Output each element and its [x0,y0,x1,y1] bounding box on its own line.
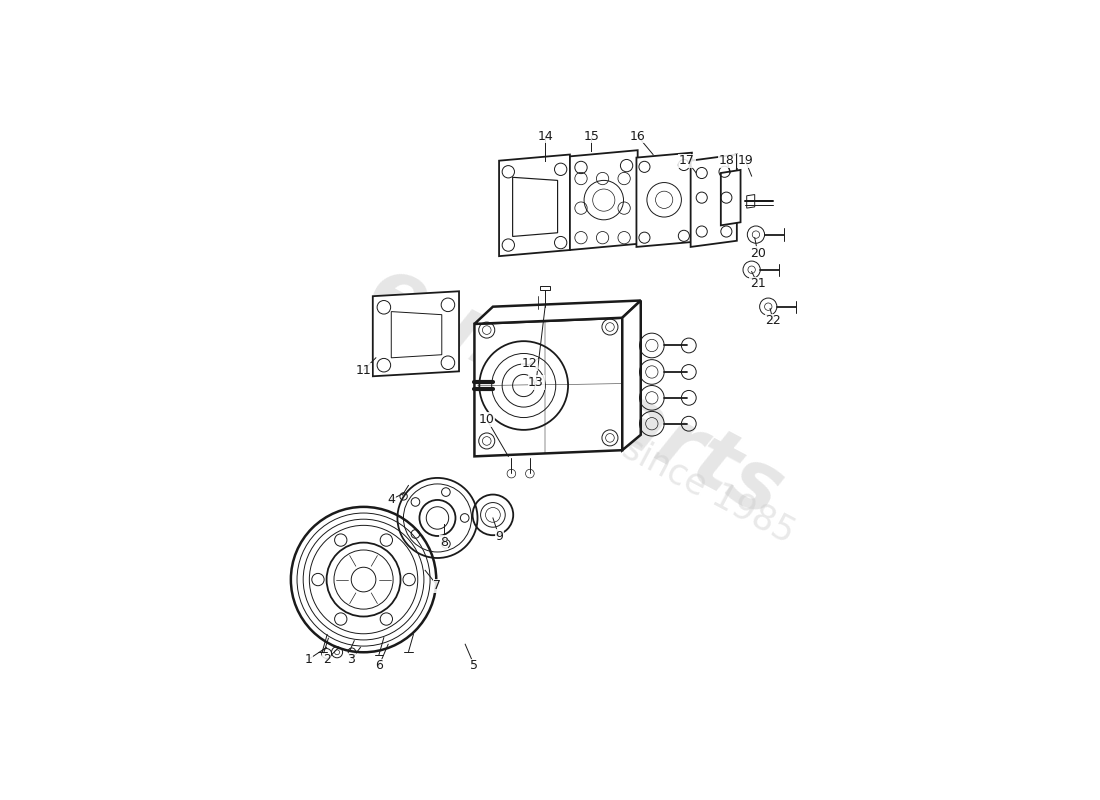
Text: 22: 22 [766,314,781,327]
Text: 4: 4 [387,493,395,506]
Polygon shape [499,154,570,256]
Polygon shape [637,153,692,247]
Text: 11: 11 [355,364,372,377]
Text: 1: 1 [305,653,312,666]
Text: 3: 3 [348,653,355,666]
Polygon shape [373,291,459,376]
Text: 12: 12 [522,358,538,370]
Polygon shape [691,154,737,247]
Text: 20: 20 [750,246,766,259]
Text: 9: 9 [495,530,503,543]
Polygon shape [474,318,623,456]
Polygon shape [720,170,740,226]
Text: 5: 5 [471,659,478,672]
Text: 21: 21 [750,278,766,290]
Text: 7: 7 [433,579,441,592]
Text: 2: 2 [322,653,330,666]
Text: 10: 10 [478,413,495,426]
Text: 19: 19 [738,154,754,167]
Polygon shape [570,150,638,250]
Polygon shape [623,301,640,450]
Polygon shape [474,301,640,324]
Text: 18: 18 [719,154,735,167]
Text: 8: 8 [440,536,448,549]
Text: for parts since 1985: for parts since 1985 [475,356,800,550]
Text: 6: 6 [375,659,383,672]
Text: 14: 14 [538,130,553,142]
Text: euroParts: euroParts [355,249,796,534]
Text: 15: 15 [583,130,600,142]
Text: 13: 13 [528,376,543,389]
Text: 16: 16 [630,130,646,142]
Text: 17: 17 [679,154,695,167]
